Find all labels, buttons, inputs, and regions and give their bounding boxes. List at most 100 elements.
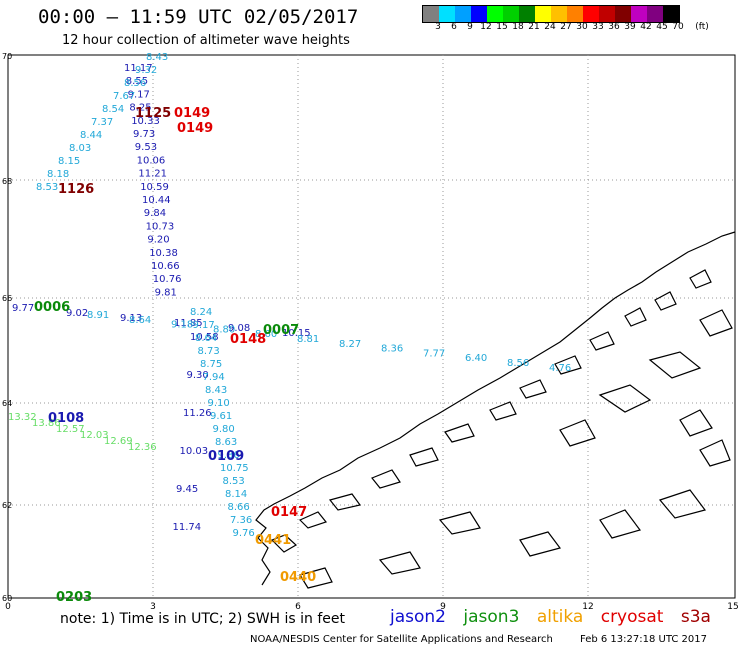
wave-height-label: 8.25 [129, 103, 151, 114]
scale-label: 15 [496, 22, 508, 32]
wave-height-label: 7.37 [91, 117, 113, 128]
legend-cryosat: cryosat [600, 607, 664, 627]
lat-labels: 70 68 66 64 62 60 [2, 52, 12, 603]
wave-height-label: 8.55 [126, 76, 148, 87]
pass-time-label: 0109 [208, 449, 244, 464]
wave-height-label: 9.81 [155, 287, 177, 298]
wave-height-label: 11.26 [183, 408, 212, 419]
wave-height-label: 9.13 [120, 313, 142, 324]
wave-height-label: 8.91 [87, 310, 109, 321]
wave-height-label: 9.76 [233, 528, 255, 539]
wave-height-label: 10.06 [137, 155, 166, 166]
wave-height-label: 10.38 [149, 248, 178, 259]
coastline [255, 231, 736, 589]
scale-swatch [455, 6, 471, 22]
wave-height-label: 11.17 [124, 63, 153, 74]
scale-swatch [519, 6, 535, 22]
wave-height-label: 9.77 [12, 303, 34, 314]
wave-height-label: 8.80 [213, 324, 235, 335]
legend-s3a: s3a [680, 607, 711, 627]
wave-height-label: 8.03 [69, 143, 91, 154]
wave-height-label: 12.03 [80, 430, 109, 441]
wave-height-label: 8.15 [58, 156, 80, 167]
wave-height-label: 10.44 [142, 195, 171, 206]
lat-label: 68 [2, 177, 12, 186]
scale-swatch [471, 6, 487, 22]
wave-height-label: 9.45 [176, 484, 198, 495]
lat-label: 70 [2, 52, 12, 61]
wave-height-label: 8.27 [339, 339, 361, 350]
wave-height-label: 9.53 [135, 142, 157, 153]
wave-height-label: 8.54 [102, 104, 124, 115]
lon-label: 12 [582, 602, 593, 612]
scale-label: 27 [560, 22, 572, 32]
wave-height-label: 10.15 [282, 328, 311, 339]
scale-label: 6 [451, 22, 457, 32]
lon-labels: 0 3 6 9 12 15 [5, 602, 739, 612]
scale-swatch [599, 6, 615, 22]
color-scale-labels: 3 6 9 12 15 18 21 24 27 30 33 36 39 42 4… [422, 22, 740, 34]
legend-jason2: jason2 [390, 607, 446, 627]
scale-swatch [663, 6, 679, 22]
wave-height-label: 11.74 [173, 522, 202, 533]
lon-label: 15 [727, 602, 738, 612]
pass-time-label: 0148 [230, 332, 266, 347]
altimeter-tracks: 11.17 8.55 9.17 8.25 10.33 9.73 9.53 10.06 11.21… [8, 52, 571, 539]
scale-swatch [439, 6, 455, 22]
wave-height-label: 8.64 [129, 315, 151, 326]
wave-height-label: 11.85 [174, 318, 203, 329]
scale-swatch [535, 6, 551, 22]
footnote: note: 1) Time is in UTC; 2) SWH is in fe… [60, 611, 346, 627]
pass-time-label: 0149 [174, 106, 210, 121]
pass-time-label: 0147 [271, 505, 307, 520]
scale-swatch [423, 6, 439, 22]
satellite-legend: jason2 jason3 altika cryosat s3a [390, 607, 723, 627]
color-scale [422, 5, 680, 23]
scale-label: 42 [640, 22, 652, 32]
wave-height-label: 9.17 [128, 89, 150, 100]
wave-height-label: 8.53 [36, 182, 58, 193]
scale-label: 30 [576, 22, 588, 32]
scale-swatch [567, 6, 583, 22]
wave-height-label: 7.67 [113, 91, 135, 102]
wave-height-label: 9.08 [228, 323, 250, 334]
pass-time-label: 0203 [56, 590, 92, 605]
pass-time-label: 1126 [58, 182, 94, 197]
wave-height-label: 11.21 [138, 169, 167, 180]
pass-time-label: 1125 [135, 106, 171, 121]
scale-label: 18 [512, 22, 524, 32]
wave-height-label: 8.63 [215, 437, 237, 448]
wave-height-label: 10.75 [220, 463, 249, 474]
wave-height-label: 8.66 [228, 502, 250, 513]
wave-height-label: 8.43 [205, 385, 227, 396]
pass-time-label: 0149 [177, 121, 213, 136]
wave-height-label: 8.53 [223, 476, 245, 487]
wave-height-label: 10.03 [180, 446, 209, 457]
pass-time-label: 0108 [48, 411, 84, 426]
page-subtitle: 12 hour collection of altimeter wave hei… [62, 33, 350, 48]
scale-label: 45 [656, 22, 668, 32]
wave-height-label: 9.73 [133, 129, 155, 140]
scale-swatch [631, 6, 647, 22]
wave-height-label: 7.94 [203, 372, 225, 383]
lon-label: 6 [295, 602, 301, 612]
scale-label: 21 [528, 22, 540, 32]
scale-label: 36 [608, 22, 620, 32]
scale-label: 39 [624, 22, 636, 32]
wave-height-label: 9.17 [193, 320, 215, 331]
wave-height-label: 9.20 [147, 235, 169, 246]
lat-label: 66 [2, 294, 12, 303]
wave-height-label: 9.80 [213, 424, 235, 435]
wave-height-label: 13.32 [8, 412, 37, 423]
wave-height-label: 8.56 [124, 78, 146, 89]
graticule [8, 55, 735, 598]
wave-height-label: 8.75 [200, 359, 222, 370]
scale-label: 70 [672, 22, 684, 32]
legend-altika: altika [536, 607, 584, 627]
pass-time-label: 0440 [280, 570, 316, 585]
wave-height-label: 12.57 [56, 424, 85, 435]
pass-time-label: 0441 [255, 533, 291, 548]
scale-swatch [503, 6, 519, 22]
wave-height-label: 9.18 [171, 320, 193, 331]
